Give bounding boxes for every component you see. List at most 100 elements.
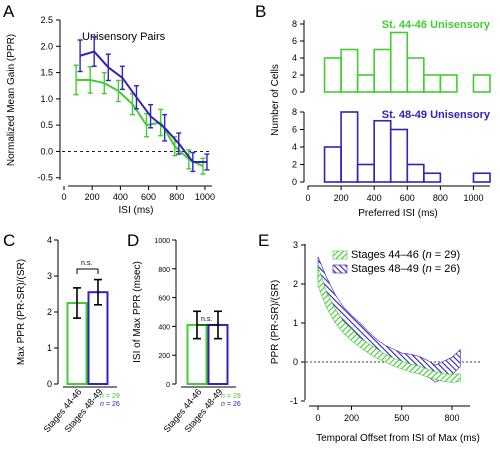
panel-a-chart: Unisensory Pairs ISI (ms) Normalized Mea… [6, 15, 215, 216]
panel-c-chart: Max PPR (PR-SR)/(SR) n.s. n = 29 n = 26 0 1… [16, 235, 120, 434]
panel-a-xtick-label: 800 [169, 192, 184, 202]
panel-d-chart: ISI of Max PPR (msec) n.s. n = 29 n = 26 0… [132, 238, 241, 434]
panel-b-top-bar [472, 74, 491, 93]
panel-b-ytick-label: 0 [292, 87, 297, 97]
panel-letter-a: A [3, 2, 15, 21]
panel-d-ylabel: ISI of Max PPR (msec) [132, 261, 143, 363]
panel-c-n-green: n = 29 [100, 393, 120, 400]
panel-d-ytick-label: 0 [166, 382, 170, 389]
panel-e-chart: Temporal Offset from ISI of Max (ms) PPR… [270, 240, 480, 444]
panel-e-band-green [317, 266, 461, 383]
panel-b-bottom-bar [373, 119, 392, 183]
panel-e-xtick-label: 0 [315, 413, 320, 423]
panel-e-xtick-label: 500 [394, 413, 409, 423]
panel-b-top-title: St. 44-46 Unisensory [382, 19, 491, 31]
panel-b-bottom-bar [389, 128, 409, 183]
panel-a-xtick-label: 1000 [195, 192, 215, 202]
panel-e-legend-blue: Stages 48–49 (n = 26) [351, 263, 460, 275]
panel-b-ytick-label: 4 [292, 53, 297, 63]
panel-c-ylabel: Max PPR (PR-SR)/(SR) [16, 259, 27, 365]
panel-a-series-blue [79, 50, 207, 163]
panel-e-legend-green: Stages 44–46 (n = 29) [351, 249, 460, 261]
panel-c-ytick-label: 1 [47, 343, 52, 353]
panel-e-xtick-label: 800 [444, 413, 459, 423]
panel-c-significance-bracket [76, 268, 99, 274]
panel-d-ytick-label: 200 [158, 353, 170, 360]
panel-a-series-green [76, 78, 204, 168]
panel-b-xtick-label: 600 [400, 193, 415, 203]
panel-letter-e: E [258, 231, 269, 250]
panel-b-xtick-label: 800 [433, 193, 448, 203]
panel-d-ytick-label: 600 [158, 296, 170, 303]
panel-b-ytick-label: 4 [292, 142, 297, 152]
panel-b-top-bar [439, 74, 458, 93]
panel-a-title: Unisensory Pairs [82, 31, 166, 43]
panel-a-ytick-label: -0.5 [37, 173, 53, 183]
panel-e-xtick-label: 200 [344, 413, 359, 423]
panel-d-significance-bracket [196, 324, 219, 330]
panel-b-bottom-bar [340, 111, 359, 183]
panel-c-ytick-label: 2 [47, 307, 52, 317]
panel-b-top-bar [406, 57, 425, 93]
panel-b-ytick-label: 8 [292, 19, 297, 29]
panel-c-bar [87, 291, 109, 386]
panel-b-bottom-bar [406, 163, 425, 183]
panel-letter-d: D [127, 231, 139, 250]
panel-d-ytick-label: 1000 [154, 238, 170, 245]
panel-a-ylabel: Normalized Mean Gain (PPR) [6, 34, 17, 166]
panel-e-legend-swatch-blue [332, 264, 348, 274]
panel-a-xtick-label: 0 [61, 192, 66, 202]
panel-e-ytick-label: 2 [293, 279, 298, 289]
panel-d-ytick-label: 400 [158, 324, 170, 331]
panel-b-xtick-label: 0 [305, 193, 310, 203]
panel-e-ytick-label: -1 [290, 396, 298, 406]
panel-b-xtick-label: 400 [367, 193, 382, 203]
panel-b-bottom-bar [323, 146, 342, 183]
panel-d-significance: n.s. [201, 316, 212, 323]
panel-b-xlabel: Preferred ISI (ms) [358, 208, 437, 219]
panel-c-ytick-label: 0 [47, 379, 52, 389]
panel-a-xtick-label: 400 [113, 192, 128, 202]
panel-letter-c: C [3, 231, 15, 250]
panel-a-xtick-label: 200 [85, 192, 100, 202]
panel-a-ytick-label: 2.5 [40, 15, 53, 25]
panel-a-ytick-label: 2.0 [40, 41, 53, 51]
panel-a-ytick-label: 1.0 [40, 94, 53, 104]
panel-b-bottom-bar [423, 172, 442, 183]
panel-b-ytick-label: 8 [292, 107, 297, 117]
panel-b-top-bar [356, 74, 375, 93]
panel-d-ytick-label: 800 [158, 267, 170, 274]
panel-b-xtick-label: 200 [334, 193, 349, 203]
panel-c-significance: n.s. [81, 260, 92, 267]
panel-b-top-bar [340, 48, 359, 93]
panel-c-n-blue: n = 26 [100, 401, 120, 408]
panel-e-ylabel: PPR (PR-SR)/(SR) [270, 280, 281, 364]
panel-b-ylabel: Number of Cells [270, 64, 281, 136]
panel-b-top-bar [423, 74, 442, 93]
panel-e-xlabel: Temporal Offset from ISI of Max (ms) [316, 433, 480, 444]
panel-e-legend-swatch-green [332, 250, 348, 260]
panel-b-ytick-label: 0 [292, 177, 297, 187]
panel-b-top-bar [323, 57, 342, 93]
panel-b-bottom-bar [356, 163, 375, 183]
panel-c-ytick-label: 4 [47, 235, 52, 245]
panel-e-ytick-label: 0 [293, 357, 298, 367]
panel-letter-b: B [255, 2, 266, 21]
panel-a-xtick-label: 600 [141, 192, 156, 202]
panel-e-ytick-label: 1 [293, 318, 298, 328]
panel-b-bottom-bar [472, 172, 491, 183]
panel-b-top-bar [389, 31, 409, 93]
panel-a-xlabel: ISI (ms) [119, 205, 154, 216]
panel-b-ytick-label: 6 [292, 125, 297, 135]
panel-b-ytick-label: 6 [292, 36, 297, 46]
panel-a-ytick-label: 0.5 [40, 120, 53, 130]
panel-b-bottom-title: St. 48-49 Unisensory [382, 109, 491, 121]
panel-a-ytick-label: 1.5 [40, 68, 53, 78]
panel-b-ytick-label: 2 [292, 70, 297, 80]
panel-a-ytick-label: 0.0 [40, 146, 53, 156]
panel-d-n-green: n = 29 [221, 393, 241, 400]
panel-b-top-bar [373, 48, 392, 93]
panel-c-ytick-label: 3 [47, 271, 52, 281]
panel-d-n-blue: n = 26 [221, 401, 241, 408]
